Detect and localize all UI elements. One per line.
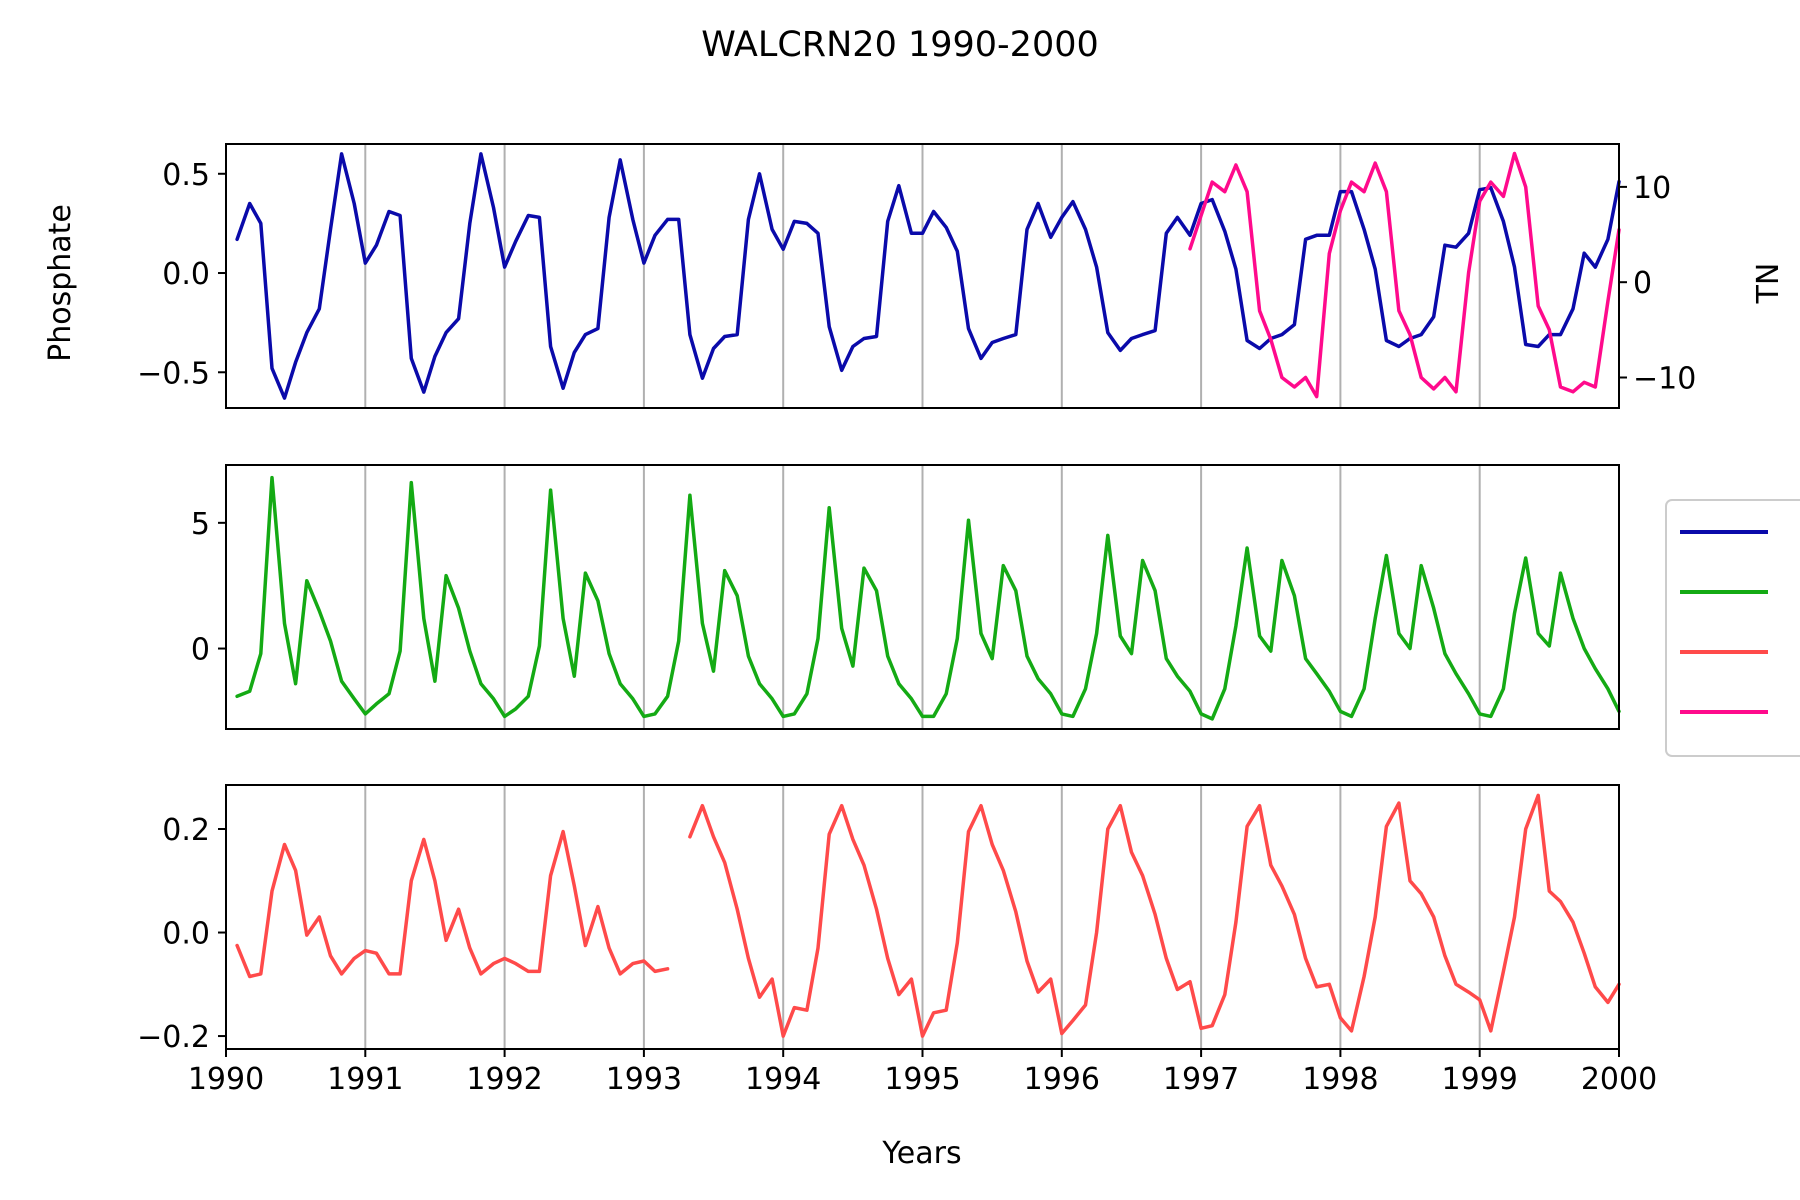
x-axis-label: Years [881, 1136, 961, 1171]
x-tick-label: 1995 [884, 1062, 960, 1097]
y-tick-label: 0.0 [162, 917, 210, 952]
y-tick-label: 0.2 [162, 813, 210, 848]
panel-2-series [235, 475, 1621, 721]
chart-title: WALCRN20 1990-2000 [701, 25, 1099, 65]
panel-1-frame [225, 143, 1620, 409]
panel-1-grid [364, 144, 1481, 408]
x-tick-label: 2000 [1581, 1062, 1657, 1097]
panel-3-grid [364, 785, 1481, 1049]
panel-2: 50 [191, 464, 1621, 730]
legend [1665, 499, 1800, 757]
x-tick-label: 1992 [466, 1062, 542, 1097]
panel-2-grid [364, 465, 1481, 729]
panel-1-y-ticks: 0.5 0.0 −0.5 [137, 158, 226, 391]
y-tick-label: 0.0 [162, 257, 210, 292]
x-axis: 1990 1991 1992 1993 1994 1995 1996 1997 1998 1999… [188, 1049, 1657, 1097]
series-line [235, 829, 670, 979]
panel-1-right-y-ticks: 10 0 −10 [1619, 171, 1696, 397]
x-tick-label: 1990 [188, 1062, 264, 1097]
panel-1: 0.5 0.0 −0.5 10 0 −10 Phosphate TN [43, 143, 1786, 409]
series-line [235, 152, 1621, 400]
x-tick-label: 1999 [1442, 1062, 1518, 1097]
x-tick-label: 1993 [606, 1062, 682, 1097]
y-tick-label: 5 [191, 507, 210, 542]
y-tick-label: 0.5 [162, 158, 210, 193]
x-tick-label: 1991 [327, 1062, 403, 1097]
panel-3-series [235, 793, 1621, 1038]
panel-1-y-label: Phosphate [43, 204, 78, 362]
panel-2-y-ticks: 50 [191, 507, 226, 668]
panel-2-frame [225, 464, 1620, 730]
series-line [235, 475, 1621, 721]
right-y-tick-label: −10 [1633, 362, 1696, 397]
x-tick-label: 1994 [745, 1062, 821, 1097]
x-tick-label: 1998 [1302, 1062, 1378, 1097]
y-tick-label: −0.2 [137, 1020, 210, 1055]
right-y-tick-label: 10 [1633, 171, 1671, 206]
x-tick-label: 1997 [1163, 1062, 1239, 1097]
y-tick-label: −0.5 [137, 356, 210, 391]
series-line [688, 793, 1621, 1038]
x-tick-label: 1996 [1024, 1062, 1100, 1097]
panel-1-series [235, 151, 1621, 400]
panel-1-right-y-label: TN [1751, 263, 1786, 305]
right-y-tick-label: 0 [1633, 266, 1652, 301]
legend-box [1665, 499, 1800, 757]
series-line [1188, 151, 1621, 399]
panel-3-y-ticks: 0.2 0.0 −0.2 [137, 813, 226, 1055]
y-tick-label: 0 [191, 633, 210, 668]
legend-handles [1680, 530, 1768, 714]
